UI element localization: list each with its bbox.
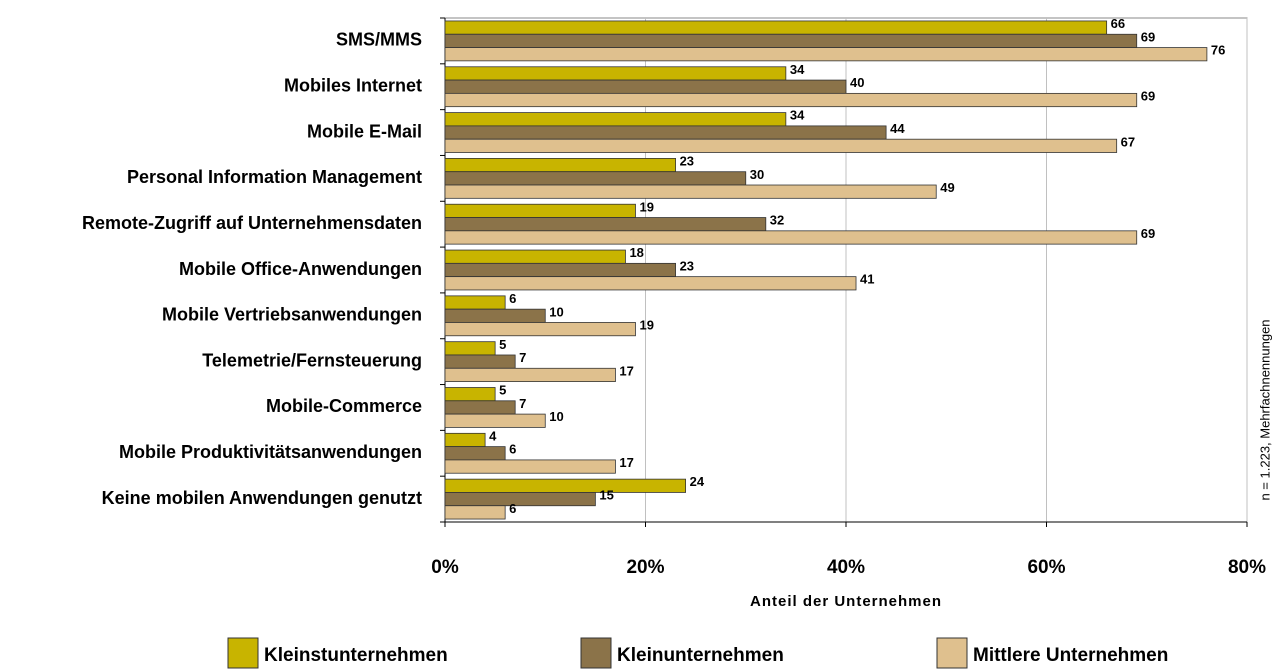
data-label: 6 [509,291,516,306]
bar [444,446,506,461]
bar [444,276,857,291]
data-label: 40 [850,75,864,90]
data-label: 41 [860,272,874,287]
data-label: 34 [790,62,805,77]
legend-swatch [580,637,612,669]
data-label: 23 [680,258,694,273]
legend-swatch [936,637,968,669]
bar [444,387,496,402]
x-tick-label: 60% [1027,557,1065,578]
data-label: 76 [1211,43,1225,58]
bar [444,66,787,81]
data-label: 7 [519,350,526,365]
category-label: Mobile Produktivitätsanwendungen [119,442,422,462]
bar [444,184,937,199]
legend-swatch [227,637,259,669]
category-label: Personal Information Management [127,167,422,187]
bar [444,203,636,218]
category-label: Mobile Office-Anwendungen [179,259,422,279]
category-label: Remote-Zugriff auf Unternehmensdaten [82,213,422,233]
bar [444,33,1138,48]
data-label: 4 [489,428,497,443]
bar [444,354,516,369]
bar [444,217,767,232]
category-label: Mobile Vertriebsanwendungen [162,305,422,325]
bar [444,413,546,428]
data-label: 23 [680,154,694,169]
note: n = 1.223, Mehrfachnennungen [1257,319,1272,500]
data-label: 10 [549,409,563,424]
data-label: 6 [509,501,516,516]
bar [444,125,887,140]
data-label: 17 [619,455,633,470]
data-label: 69 [1141,29,1155,44]
bar [444,432,486,448]
bar [444,308,546,323]
bar [444,79,847,94]
data-label: 10 [549,304,563,319]
data-label: 66 [1111,16,1125,31]
bar [444,171,747,186]
bar [444,112,787,127]
data-label: 49 [940,180,954,195]
bar [444,92,1138,108]
data-label: 15 [599,488,613,503]
data-label: 34 [790,108,805,123]
data-label: 19 [639,199,653,214]
data-label: 19 [639,318,653,333]
data-label: 44 [890,121,905,136]
data-label: 5 [499,337,506,352]
category-label: Keine mobilen Anwendungen genutzt [102,488,422,508]
legend-label: Kleinstunternehmen [264,645,448,666]
bar [444,230,1138,245]
data-label: 69 [1141,226,1155,241]
bar [444,262,676,278]
category-label: Mobile-Commerce [266,396,422,416]
bar [444,138,1118,153]
legend-label: Kleinunternehmen [617,645,784,666]
bar [444,478,687,493]
x-tick-label: 80% [1228,557,1266,578]
bar [444,367,616,382]
bar [444,295,506,310]
category-label: Mobile E-Mail [307,121,422,141]
bar [444,459,616,474]
data-label: 6 [509,442,516,457]
bar [444,20,1108,35]
bar [444,322,636,337]
category-label: Mobiles Internet [284,75,422,95]
bar [444,158,676,173]
data-label: 69 [1141,88,1155,103]
data-label: 67 [1121,134,1135,149]
bar [444,492,596,507]
x-axis-label: Anteil der Unternehmen [750,593,942,610]
data-label: 30 [750,167,764,182]
data-label: 7 [519,396,526,411]
bar [444,400,516,415]
legend-label: Mittlere Unternehmen [973,645,1168,666]
x-tick-label: 20% [626,557,664,578]
bar [444,505,506,520]
bar [444,249,626,264]
bar [444,341,496,356]
category-label: Telemetrie/Fernsteuerung [202,350,422,370]
bar [444,47,1208,62]
data-label: 5 [499,383,506,398]
category-label: SMS/MMS [336,30,422,50]
x-tick-label: 0% [431,557,459,578]
data-label: 32 [770,213,784,228]
x-tick-label: 40% [827,557,865,578]
data-label: 24 [690,474,705,489]
data-label: 18 [629,245,643,260]
data-label: 17 [619,363,633,378]
